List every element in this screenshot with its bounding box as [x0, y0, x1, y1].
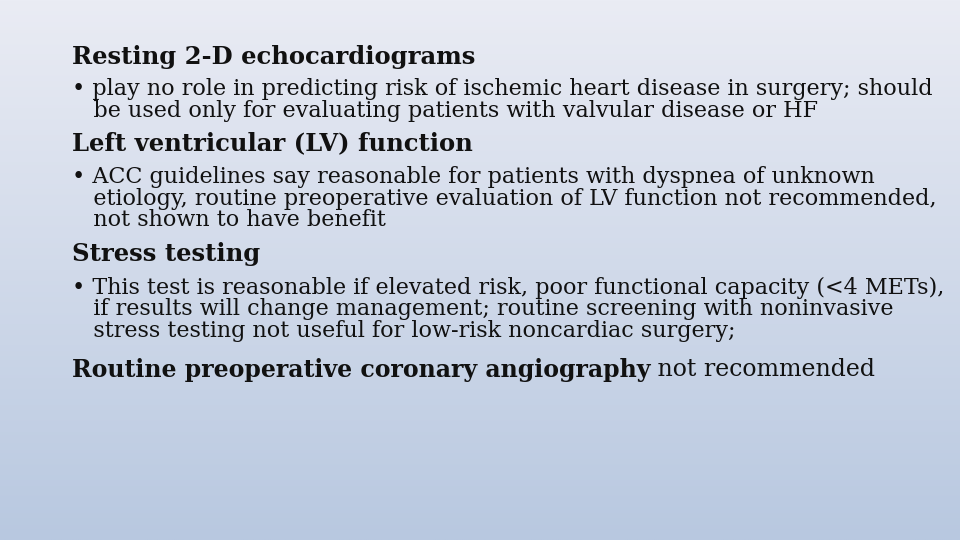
Text: if results will change management; routine screening with noninvasive: if results will change management; routi…	[72, 299, 894, 320]
Text: • This test is reasonable if elevated risk, poor functional capacity (<4 METs),: • This test is reasonable if elevated ri…	[72, 277, 945, 299]
Text: Resting 2-D echocardiograms: Resting 2-D echocardiograms	[72, 45, 475, 69]
Text: be used only for evaluating patients with valvular disease or HF: be used only for evaluating patients wit…	[72, 100, 818, 122]
Text: Left ventricular (LV) function: Left ventricular (LV) function	[72, 131, 472, 155]
Text: etiology, routine preoperative evaluation of LV function not recommended,: etiology, routine preoperative evaluatio…	[72, 188, 937, 210]
Text: not shown to have benefit: not shown to have benefit	[72, 210, 386, 231]
Text: • ACC guidelines say reasonable for patients with dyspnea of unknown: • ACC guidelines say reasonable for pati…	[72, 166, 875, 188]
Text: Stress testing: Stress testing	[72, 242, 260, 266]
Text: not recommended: not recommended	[651, 359, 876, 381]
Text: • play no role in predicting risk of ischemic heart disease in surgery; should: • play no role in predicting risk of isc…	[72, 78, 932, 100]
Text: stress testing not useful for low-risk noncardiac surgery;: stress testing not useful for low-risk n…	[72, 320, 735, 342]
Text: Routine preoperative coronary angiography: Routine preoperative coronary angiograph…	[72, 358, 651, 382]
